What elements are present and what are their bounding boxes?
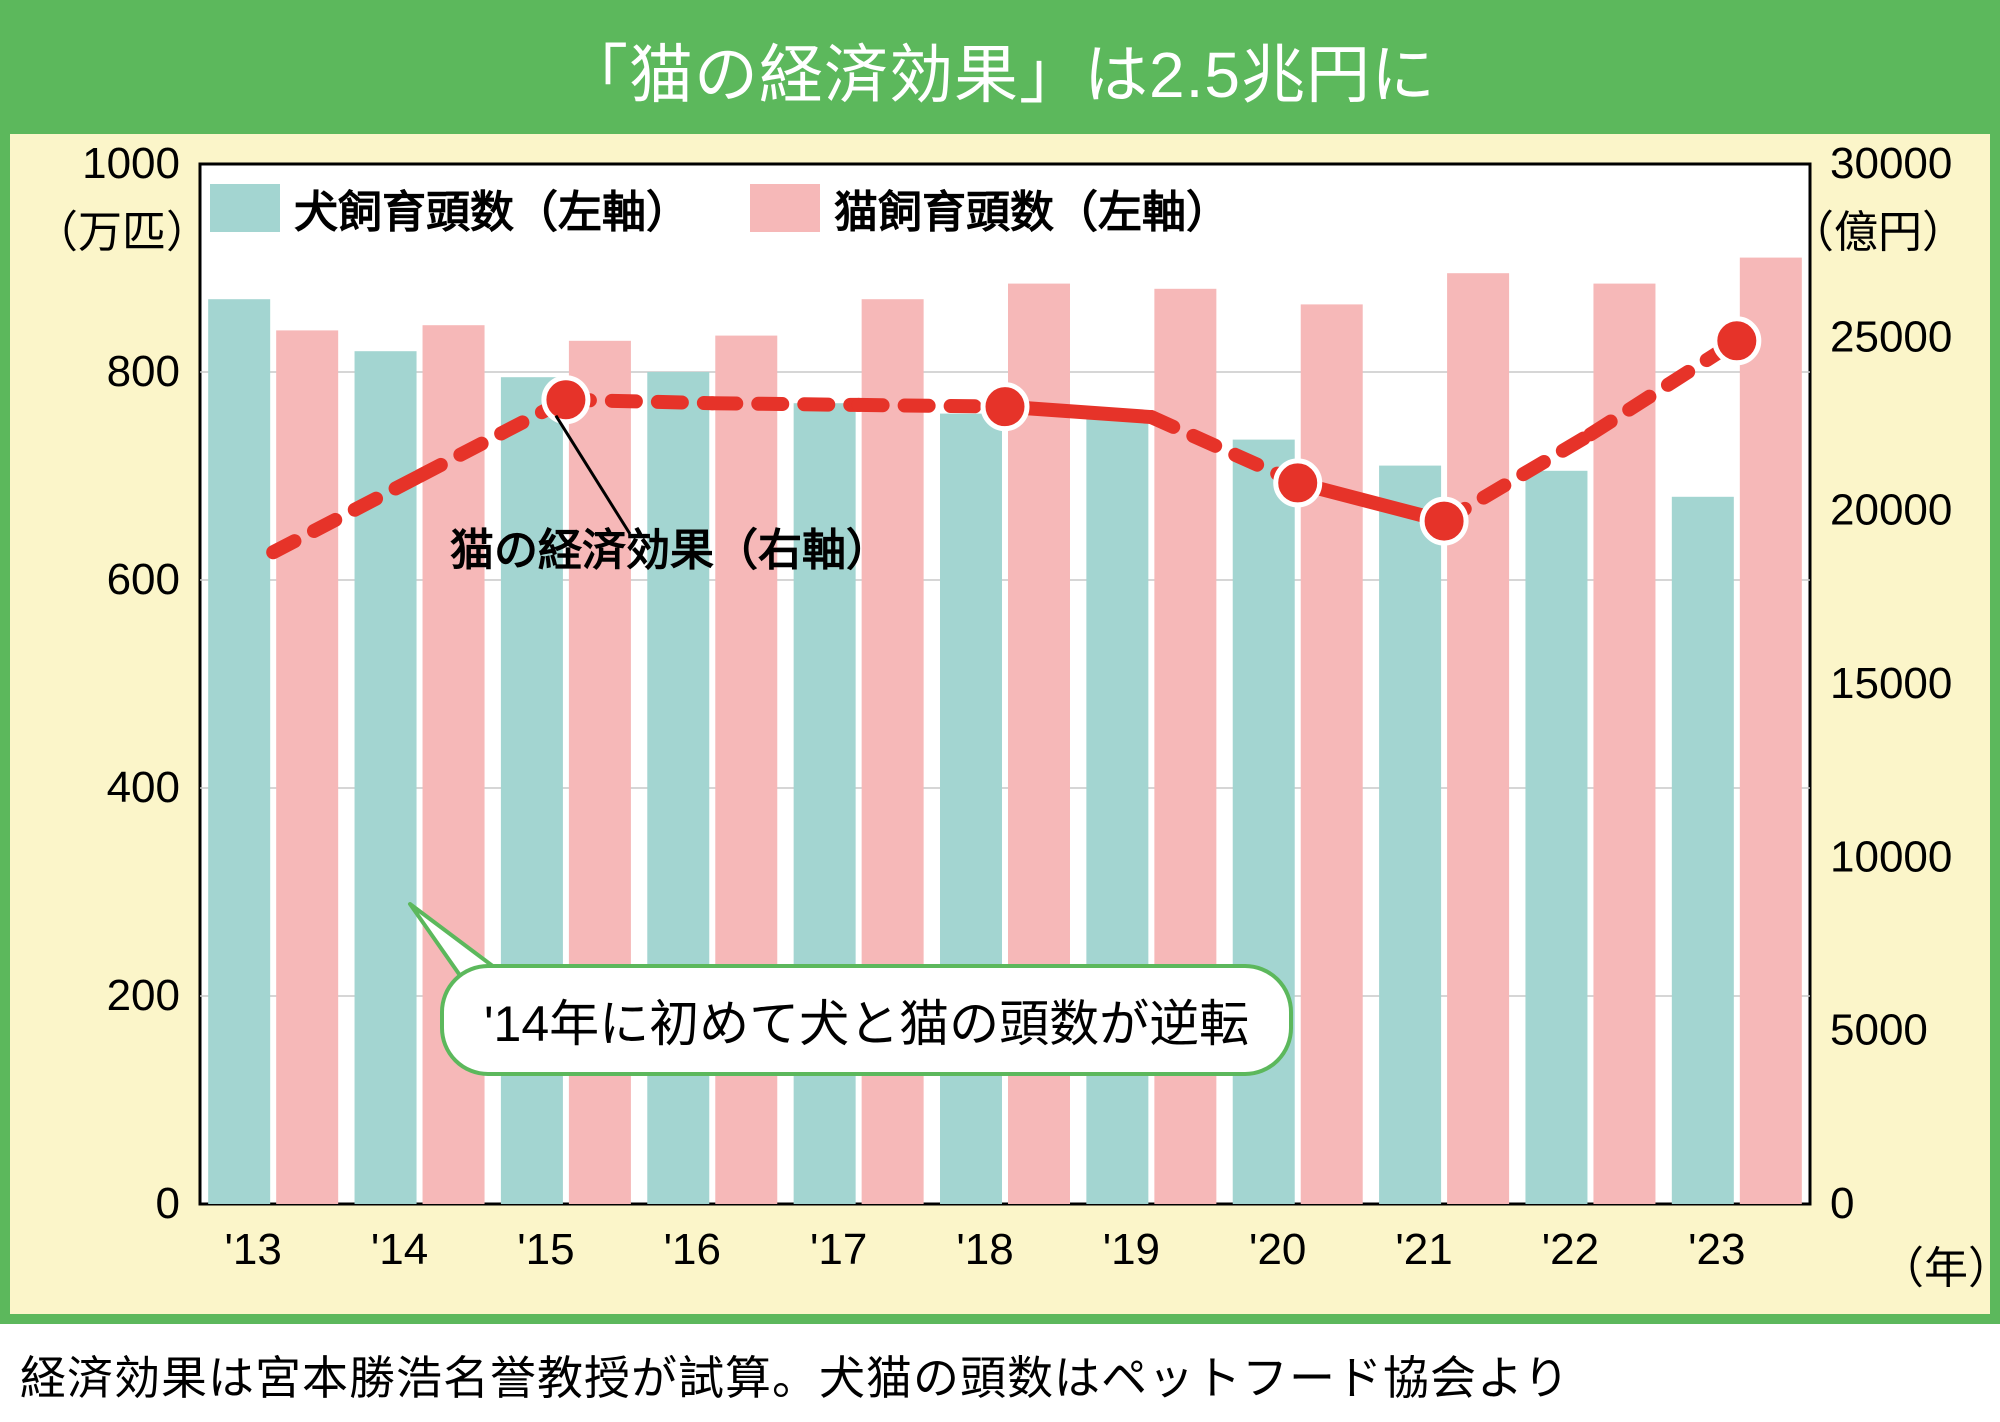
svg-text:1000: 1000 — [82, 139, 180, 188]
legend-item-cat: 猫飼育頭数（左軸） — [750, 176, 1230, 240]
svg-text:800: 800 — [107, 347, 180, 396]
svg-text:'23: '23 — [1688, 1225, 1745, 1274]
svg-text:400: 400 — [107, 763, 180, 812]
svg-text:25000: 25000 — [1830, 312, 1952, 361]
legend: 犬飼育頭数（左軸） 猫飼育頭数（左軸） — [210, 176, 1230, 240]
svg-text:10000: 10000 — [1830, 832, 1952, 881]
svg-text:600: 600 — [107, 555, 180, 604]
svg-text:20000: 20000 — [1830, 486, 1952, 535]
chart-area: 0200400600800100005000100001500020000250… — [10, 134, 1990, 1314]
svg-text:'19: '19 — [1103, 1225, 1160, 1274]
svg-text:0: 0 — [156, 1179, 180, 1228]
svg-text:200: 200 — [107, 971, 180, 1020]
legend-item-dog: 犬飼育頭数（左軸） — [210, 176, 690, 240]
chart-title: 「猫の経済効果」は2.5兆円に — [10, 10, 1990, 134]
svg-text:30000: 30000 — [1830, 139, 1952, 188]
svg-text:'21: '21 — [1395, 1225, 1452, 1274]
svg-text:'18: '18 — [956, 1225, 1013, 1274]
chart-svg: 0200400600800100005000100001500020000250… — [10, 134, 1990, 1314]
legend-swatch-dog — [210, 184, 280, 232]
svg-text:'20: '20 — [1249, 1225, 1306, 1274]
svg-text:'15: '15 — [517, 1225, 574, 1274]
svg-text:15000: 15000 — [1830, 659, 1952, 708]
svg-text:'14: '14 — [371, 1225, 428, 1274]
callout-bubble: '14年に初めて犬と猫の頭数が逆転 — [440, 964, 1293, 1076]
svg-text:'17: '17 — [810, 1225, 867, 1274]
svg-text:0: 0 — [1830, 1179, 1854, 1228]
svg-text:'16: '16 — [664, 1225, 721, 1274]
right-axis-unit: （億円） — [1790, 196, 1966, 260]
x-axis-unit: （年） — [1880, 1232, 2000, 1296]
svg-text:5000: 5000 — [1830, 1006, 1928, 1055]
chart-frame: 「猫の経済効果」は2.5兆円に 020040060080010000500010… — [0, 0, 2000, 1324]
legend-label-dog: 犬飼育頭数（左軸） — [294, 176, 690, 240]
svg-text:'22: '22 — [1542, 1225, 1599, 1274]
legend-label-cat: 猫飼育頭数（左軸） — [834, 176, 1230, 240]
left-axis-unit: （万匹） — [34, 196, 210, 260]
line-series-label: 猫の経済効果（右軸） — [450, 514, 890, 578]
footnote: 経済効果は宮本勝浩名誉教授が試算。犬猫の頭数はペットフード協会より — [0, 1324, 2000, 1418]
legend-swatch-cat — [750, 184, 820, 232]
svg-text:'13: '13 — [225, 1225, 282, 1274]
